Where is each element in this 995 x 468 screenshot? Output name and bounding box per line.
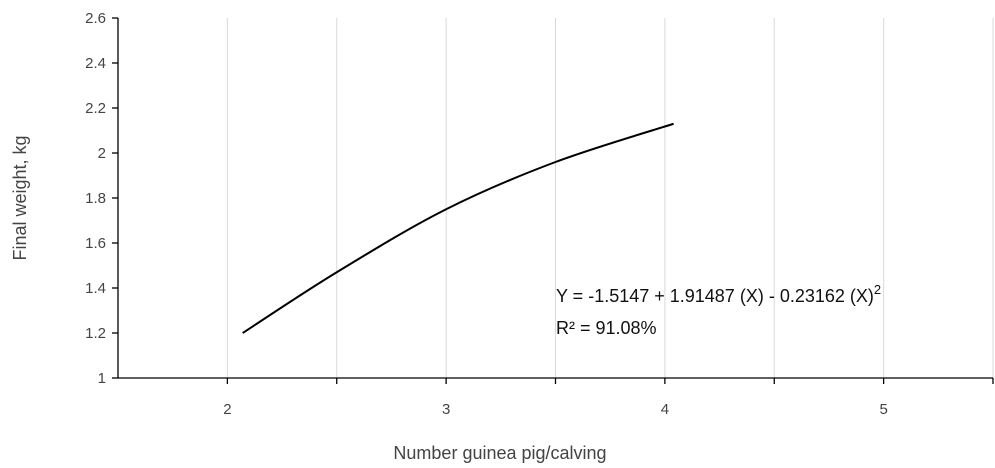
y-tick-label: 2 — [98, 145, 106, 162]
y-tick-label: 1.4 — [85, 280, 106, 297]
equation-text: Y = -1.5147 + 1.91487 (X) - 0.23162 (X)2 — [556, 282, 881, 306]
y-tick-label: 1.2 — [85, 325, 106, 342]
y-axis-ticks: 1 1.2 1.4 1.6 1.8 2 2.2 2.4 2.6 — [85, 10, 118, 387]
y-tick-label: 2.2 — [85, 100, 106, 117]
x-tick-label: 2 — [223, 401, 231, 418]
y-tick-label: 1.8 — [85, 190, 106, 207]
equation-superscript: 2 — [874, 282, 881, 297]
series-line-0 — [242, 122, 674, 334]
x-axis-title: Number guinea pig/calving — [393, 443, 606, 463]
series-group — [242, 122, 674, 334]
equation-main: Y = -1.5147 + 1.91487 (X) - 0.23162 (X) — [556, 286, 874, 306]
x-tick-label: 5 — [879, 401, 887, 418]
grid-lines — [226, 18, 994, 378]
x-tick-label: 3 — [442, 401, 450, 418]
y-tick-label: 1.6 — [85, 235, 106, 252]
y-axis-title: Final weight, kg — [10, 135, 30, 260]
x-axis-ticks: 2 3 4 5 — [223, 378, 994, 418]
r-squared-text: R² = 91.08% — [556, 318, 657, 338]
x-tick-label: 4 — [661, 401, 669, 418]
regression-annotation: Y = -1.5147 + 1.91487 (X) - 0.23162 (X)2… — [556, 282, 881, 338]
y-tick-label: 2.6 — [85, 10, 106, 27]
y-tick-label: 1 — [98, 370, 106, 387]
y-tick-label: 2.4 — [85, 55, 106, 72]
